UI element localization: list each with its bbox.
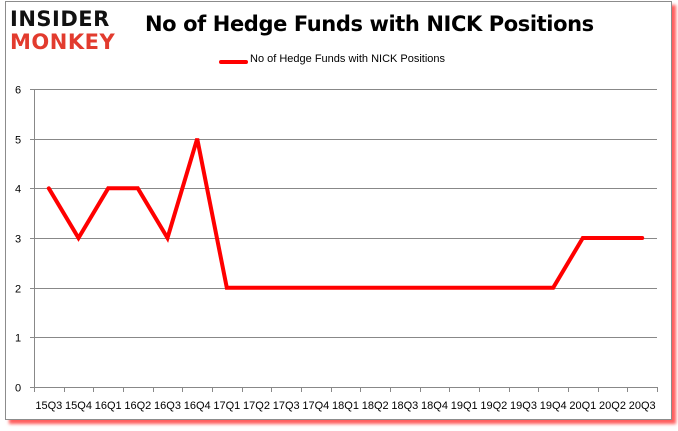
x-tick-label: 15Q4: [65, 400, 92, 412]
insider-monkey-logo: INSIDER MONKEY: [10, 8, 126, 54]
x-tick-label: 17Q3: [273, 400, 300, 412]
x-tick-label: 16Q1: [95, 400, 122, 412]
y-tick-label: 2: [15, 284, 21, 296]
legend-label: No of Hedge Funds with NICK Positions: [250, 53, 446, 65]
x-tick-label: 19Q3: [510, 400, 537, 412]
chart-frame: [5, 1, 672, 420]
x-tick-label: 20Q2: [599, 400, 626, 412]
x-tick-label: 16Q3: [154, 400, 181, 412]
x-tick-label: 20Q3: [629, 400, 656, 412]
x-tick-label: 16Q2: [124, 400, 151, 412]
y-tick-label: 1: [15, 333, 21, 345]
x-tick-label: 17Q4: [302, 400, 329, 412]
x-tick-label: 18Q1: [332, 400, 359, 412]
y-tick-label: 3: [15, 234, 21, 246]
x-axis: 15Q3 15Q4 16Q1 16Q2 16Q3 16Q4 17Q1 17Q2 17Q3 17Q4…: [34, 387, 658, 412]
series-polyline: [46, 138, 645, 290]
legend-line-swatch: [219, 60, 248, 64]
series-line: [46, 138, 645, 290]
x-tick-label: 17Q1: [213, 400, 240, 412]
x-tick-label: 19Q4: [540, 400, 567, 412]
x-tick-label: 19Q2: [480, 400, 507, 412]
y-tick-label: 0: [15, 383, 21, 395]
logo-line-2: MONKEY: [10, 30, 116, 54]
gridlines: [34, 89, 657, 338]
x-tick-label: 15Q3: [35, 400, 62, 412]
x-tick-label: 18Q3: [391, 400, 418, 412]
x-tick-label: 18Q2: [362, 400, 389, 412]
x-tick-label: 19Q1: [451, 400, 478, 412]
y-tick-label: 4: [15, 184, 21, 196]
x-tick-label: 20Q1: [569, 400, 596, 412]
y-tick-label: 5: [15, 135, 21, 147]
chart-title: No of Hedge Funds with NICK Positions: [145, 12, 594, 36]
x-tick-label: 16Q4: [184, 400, 211, 412]
x-tick-label: 17Q2: [243, 400, 270, 412]
x-tick-label: 18Q4: [421, 400, 448, 412]
y-axis: 0 1 2 3 4 5 6: [15, 85, 35, 395]
y-tick-label: 6: [15, 85, 21, 97]
logo-line-1: INSIDER: [10, 7, 110, 31]
